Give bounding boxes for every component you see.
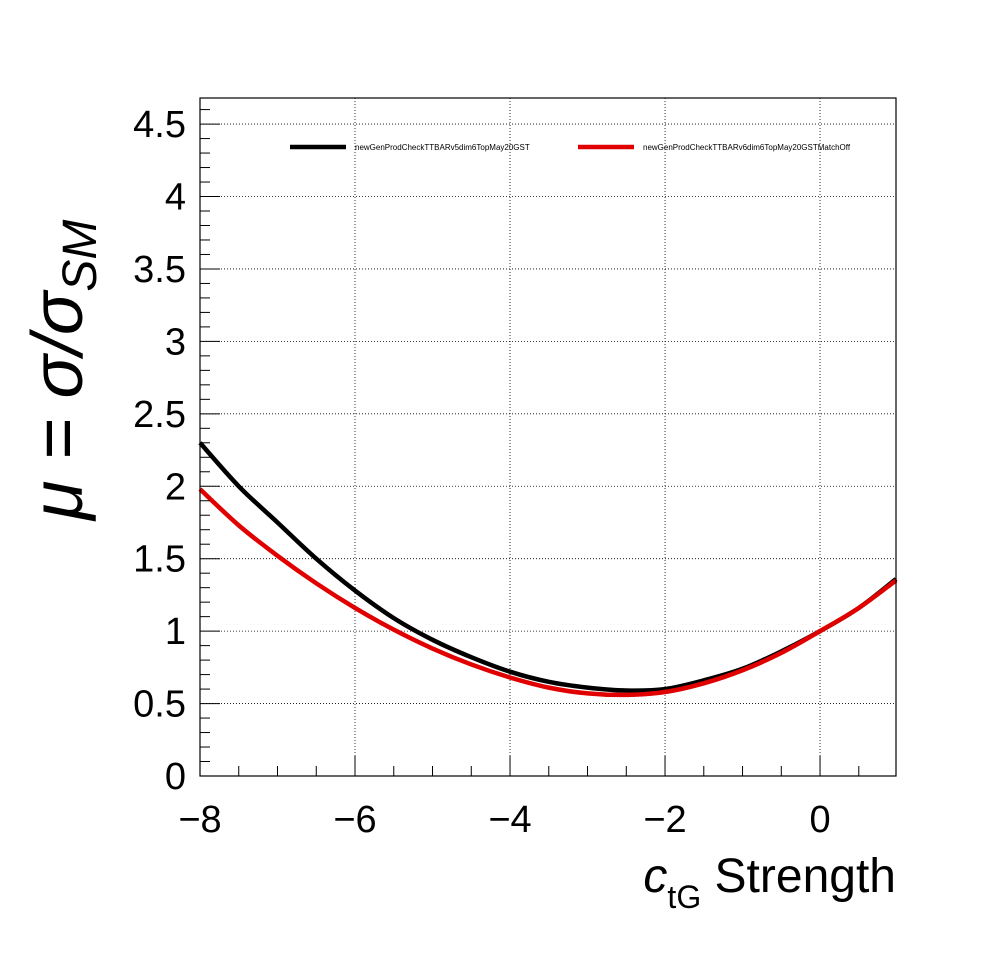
legend-label-2: newGenProdCheckTTBARv6dim6TopMay20GSTMat… xyxy=(643,143,851,152)
x-tick-label: 0 xyxy=(809,799,830,841)
series-line-2 xyxy=(198,487,898,698)
y-tick-label: 4 xyxy=(165,177,186,219)
y-tick-label: 2 xyxy=(165,466,186,508)
y-tick-label: 0 xyxy=(165,756,186,798)
plot-area xyxy=(200,98,896,776)
series-layer xyxy=(198,441,898,698)
y-axis-title: μ = σ/σSM xyxy=(18,220,107,522)
grid xyxy=(200,98,896,776)
x-axis-title: ctG Strength xyxy=(643,850,896,915)
x-tick-label: −6 xyxy=(333,799,376,841)
legend: newGenProdCheckTTBARv5dim6TopMay20GST new… xyxy=(290,143,851,152)
y-tick-label: 0.5 xyxy=(133,684,186,726)
plot-frame xyxy=(199,97,897,777)
y-tick-label: 3.5 xyxy=(133,249,186,291)
tick-labels: −8 −6 −4 −2 0 0 0.5 1 1.5 2 2.5 3 3.5 4 4.5 xyxy=(133,104,830,841)
y-tick-label: 1 xyxy=(165,611,186,653)
x-tick-label: −4 xyxy=(488,799,531,841)
x-tick-label: −2 xyxy=(643,799,686,841)
y-tick-label: 1.5 xyxy=(133,539,186,581)
ticks xyxy=(199,109,860,777)
x-tick-label: −8 xyxy=(178,799,221,841)
y-tick-label: 2.5 xyxy=(133,394,186,436)
y-tick-label: 3 xyxy=(165,321,186,363)
y-tick-label: 4.5 xyxy=(133,104,186,146)
legend-label-1: newGenProdCheckTTBARv5dim6TopMay20GST xyxy=(355,143,530,152)
